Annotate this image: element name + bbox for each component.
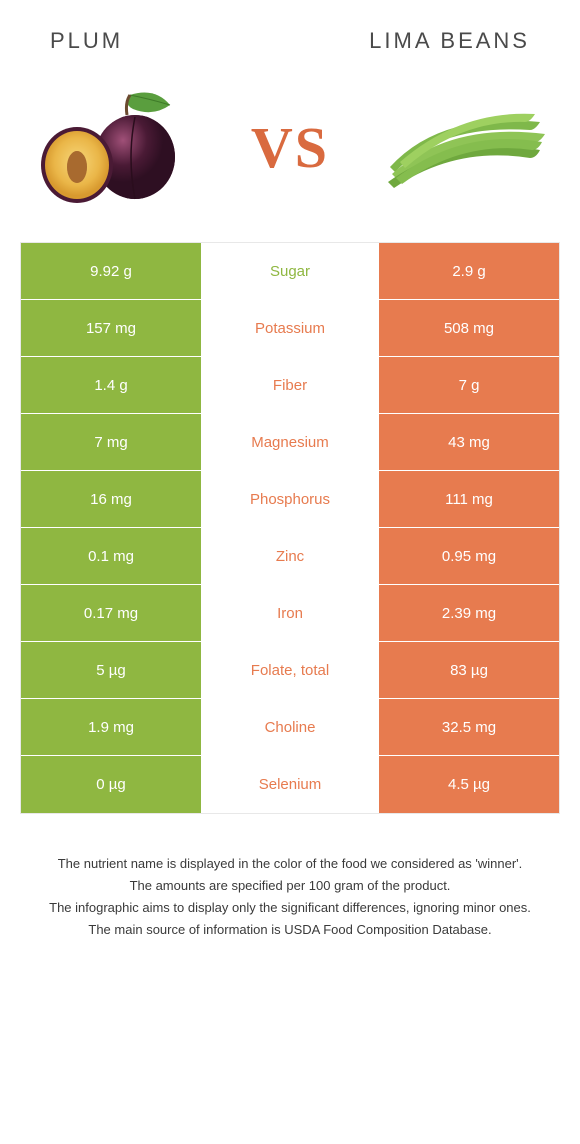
table-row: 7 mgMagnesium43 mg (21, 414, 559, 471)
table-row: 9.92 gSugar2.9 g (21, 243, 559, 300)
beans-value: 0.95 mg (379, 528, 559, 584)
footer-line: The nutrient name is displayed in the co… (30, 854, 550, 874)
plum-value: 0.1 mg (21, 528, 201, 584)
nutrient-name: Choline (201, 699, 379, 755)
plum-value: 5 µg (21, 642, 201, 698)
beans-value: 7 g (379, 357, 559, 413)
nutrient-name: Selenium (201, 756, 379, 813)
beans-value: 43 mg (379, 414, 559, 470)
vs-row: VS (0, 72, 580, 242)
plum-value: 0.17 mg (21, 585, 201, 641)
nutrient-name: Zinc (201, 528, 379, 584)
beans-value: 4.5 µg (379, 756, 559, 813)
footer-line: The amounts are specified per 100 gram o… (30, 876, 550, 896)
footer: The nutrient name is displayed in the co… (0, 814, 580, 973)
beans-value: 2.39 mg (379, 585, 559, 641)
nutrient-name: Magnesium (201, 414, 379, 470)
plum-value: 157 mg (21, 300, 201, 356)
nutrient-name: Phosphorus (201, 471, 379, 527)
vs-label: VS (251, 114, 329, 181)
table-row: 5 µgFolate, total83 µg (21, 642, 559, 699)
beans-value: 83 µg (379, 642, 559, 698)
plum-value: 16 mg (21, 471, 201, 527)
plum-image (30, 82, 200, 212)
nutrient-name: Sugar (201, 243, 379, 299)
nutrient-name: Iron (201, 585, 379, 641)
table-row: 0 µgSelenium4.5 µg (21, 756, 559, 813)
nutrient-name: Potassium (201, 300, 379, 356)
plum-value: 9.92 g (21, 243, 201, 299)
table-row: 0.17 mgIron2.39 mg (21, 585, 559, 642)
plum-value: 7 mg (21, 414, 201, 470)
nutrient-table: 9.92 gSugar2.9 g157 mgPotassium508 mg1.4… (20, 242, 560, 814)
beans-value: 32.5 mg (379, 699, 559, 755)
beans-image (380, 82, 550, 212)
nutrient-name: Fiber (201, 357, 379, 413)
footer-line: The infographic aims to display only the… (30, 898, 550, 918)
nutrient-name: Folate, total (201, 642, 379, 698)
table-row: 1.4 gFiber7 g (21, 357, 559, 414)
title-beans: LIMA BEANS (369, 28, 530, 54)
plum-value: 0 µg (21, 756, 201, 813)
plum-value: 1.4 g (21, 357, 201, 413)
beans-value: 508 mg (379, 300, 559, 356)
table-row: 1.9 mgCholine32.5 mg (21, 699, 559, 756)
beans-value: 2.9 g (379, 243, 559, 299)
beans-value: 111 mg (379, 471, 559, 527)
table-row: 16 mgPhosphorus111 mg (21, 471, 559, 528)
footer-line: The main source of information is USDA F… (30, 920, 550, 940)
header: PLUM LIMA BEANS (0, 0, 580, 72)
title-plum: PLUM (50, 28, 123, 54)
plum-value: 1.9 mg (21, 699, 201, 755)
table-row: 157 mgPotassium508 mg (21, 300, 559, 357)
table-row: 0.1 mgZinc0.95 mg (21, 528, 559, 585)
